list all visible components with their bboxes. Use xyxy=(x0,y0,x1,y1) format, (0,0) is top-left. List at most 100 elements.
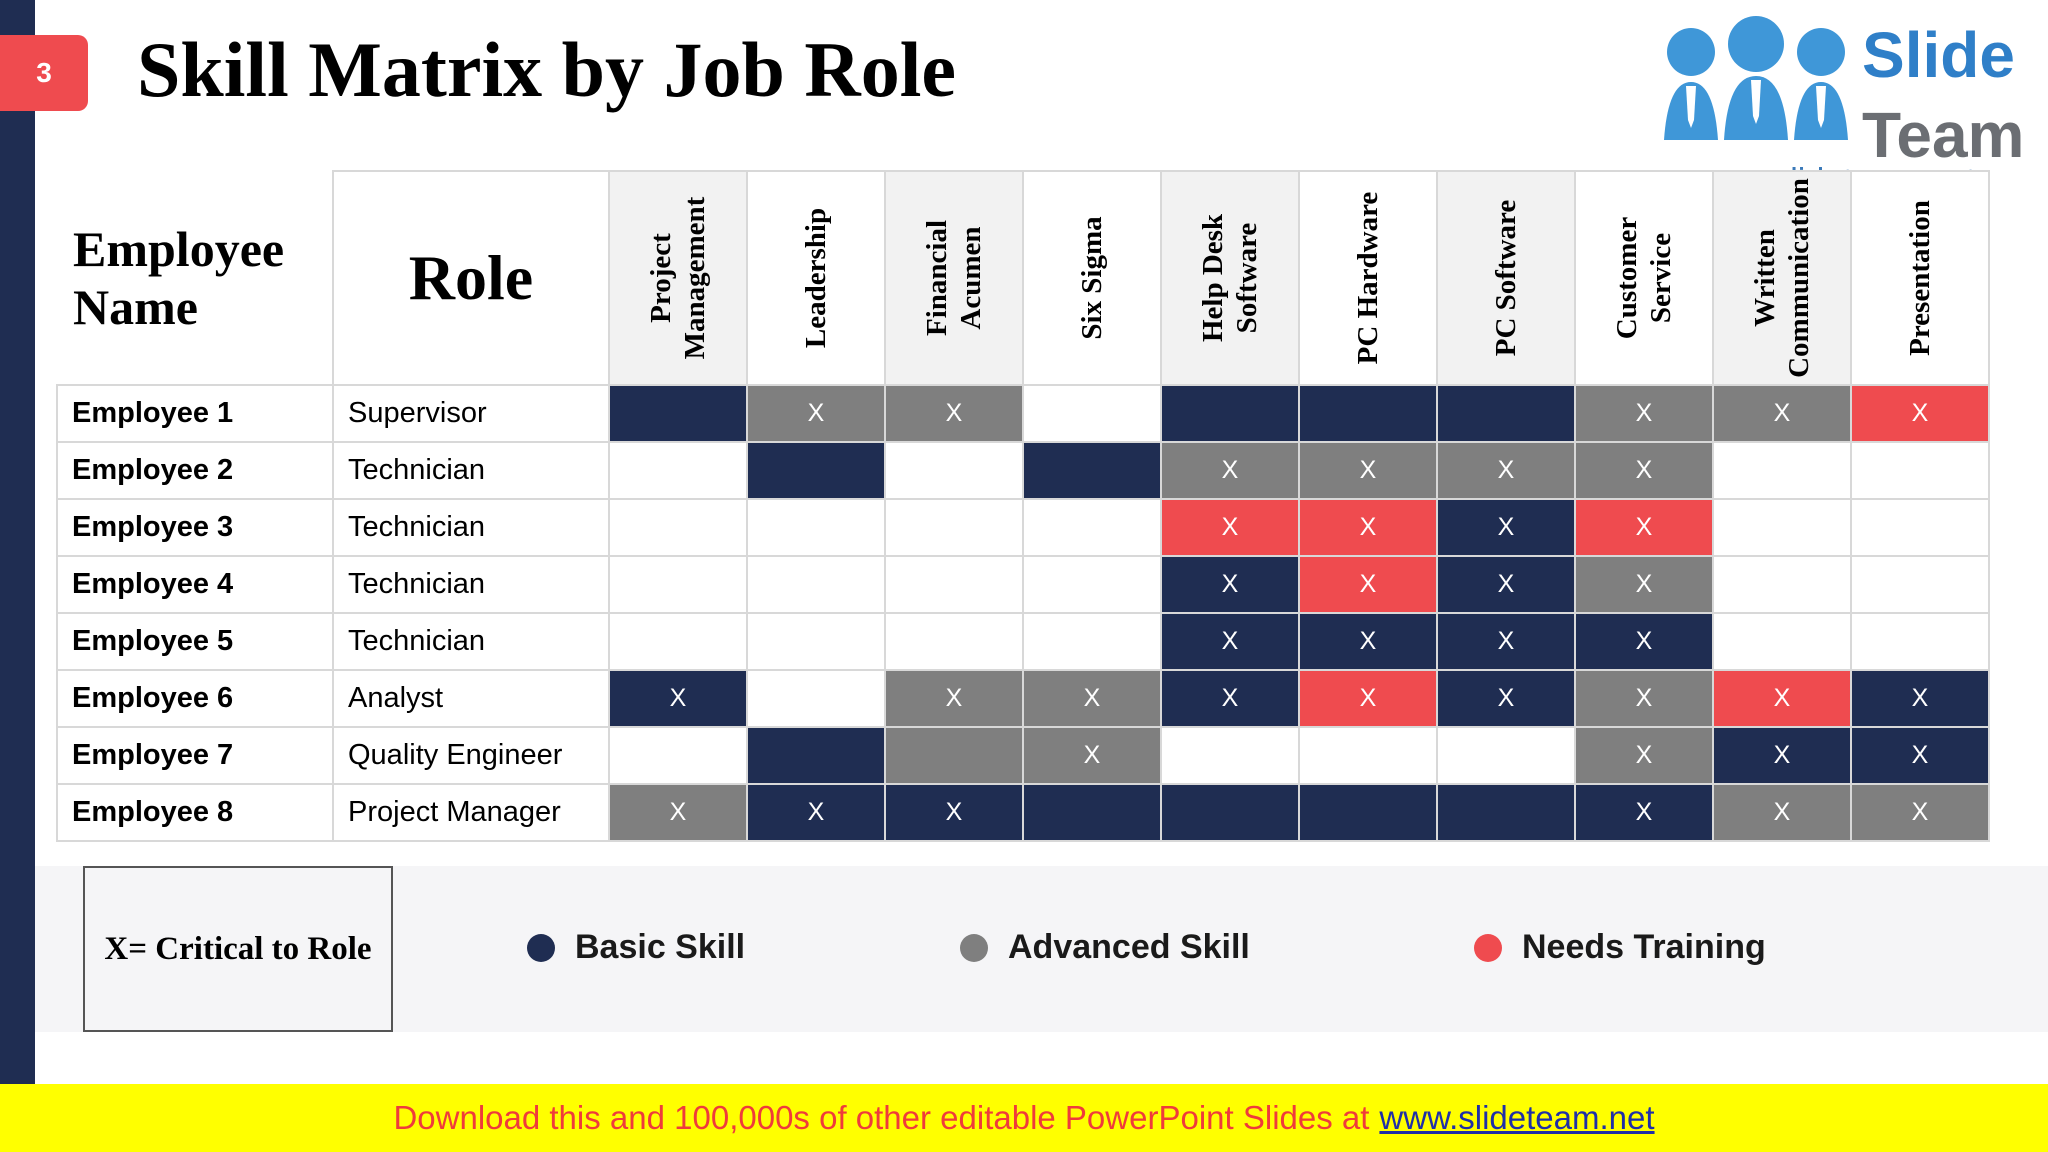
skill-cell-empty xyxy=(884,555,1024,614)
skill-cell-empty xyxy=(1022,612,1162,671)
skill-cell-advanced: X xyxy=(1574,555,1714,614)
role-cell: Analyst xyxy=(332,669,610,728)
skill-cell-empty xyxy=(608,612,748,671)
skill-cell-advanced: X xyxy=(1022,726,1162,785)
slide-number-badge: 3 xyxy=(0,35,88,111)
skill-cell-basic: X xyxy=(1436,669,1576,728)
skill-cell-advanced: X xyxy=(1712,783,1852,842)
skill-column-header: PC Software xyxy=(1436,170,1576,386)
advanced-skill-dot-icon xyxy=(960,933,988,962)
needs-training-dot-icon xyxy=(1474,933,1502,962)
skill-column-header: Customer Service xyxy=(1574,170,1714,386)
skill-cell-empty xyxy=(1022,555,1162,614)
skill-cell-needs: X xyxy=(1298,669,1438,728)
skill-cell-empty xyxy=(608,441,748,500)
table-row: Employee 6 Analyst X X X X X X X X X xyxy=(56,669,1990,728)
skill-matrix-table: Employee Name Role Project Management Lea… xyxy=(56,170,1990,842)
role-cell: Project Manager xyxy=(332,783,610,842)
role-cell: Technician xyxy=(332,612,610,671)
employee-name-cell: Employee 6 xyxy=(56,669,334,728)
skill-cell-basic xyxy=(1436,384,1576,443)
skill-cell-basic xyxy=(1160,783,1300,842)
skill-cell-basic xyxy=(1298,783,1438,842)
skill-cell-basic: X xyxy=(1160,555,1300,614)
skill-cell-basic xyxy=(608,384,748,443)
skill-cell-basic: X xyxy=(1850,726,1990,785)
skill-column-header: Presentation xyxy=(1850,170,1990,386)
table-row: Employee 1 Supervisor X X X X X xyxy=(56,384,1990,443)
skill-header-label: PC Software xyxy=(1490,199,1522,357)
skill-cell-empty xyxy=(746,669,886,728)
legend-label: Advanced Skill xyxy=(1008,928,1250,966)
skill-cell-needs: X xyxy=(1850,384,1990,443)
employee-name-cell: Employee 4 xyxy=(56,555,334,614)
skill-column-header: Six Sigma xyxy=(1022,170,1162,386)
skill-cell-basic xyxy=(1298,384,1438,443)
skill-cell-empty xyxy=(1160,726,1300,785)
skill-cell-empty xyxy=(1712,441,1852,500)
skill-column-header: Financial Acumen xyxy=(884,170,1024,386)
skill-column-header: Project Management xyxy=(608,170,748,386)
download-footer-banner: Download this and 100,000s of other edit… xyxy=(0,1084,2048,1152)
skill-cell-empty xyxy=(1022,498,1162,557)
skill-cell-needs: X xyxy=(1298,555,1438,614)
role-header: Role xyxy=(332,170,610,386)
skill-cell-advanced: X xyxy=(1436,441,1576,500)
footer-link[interactable]: www.slideteam.net xyxy=(1379,1099,1655,1136)
legend-needs-training: Needs Training xyxy=(1474,928,1766,967)
employee-name-cell: Employee 8 xyxy=(56,783,334,842)
skill-cell-empty xyxy=(884,441,1024,500)
skill-header-label: Presentation xyxy=(1904,200,1936,356)
skill-cell-basic: X xyxy=(884,783,1024,842)
skill-header-label: Six Sigma xyxy=(1076,216,1108,340)
skill-cell-basic: X xyxy=(1712,726,1852,785)
table-row: Employee 4 Technician X X X X xyxy=(56,555,1990,614)
skill-cell-needs: X xyxy=(1712,669,1852,728)
skill-cell-empty xyxy=(1850,555,1990,614)
skill-cell-basic: X xyxy=(1160,612,1300,671)
skill-cell-advanced: X xyxy=(1574,669,1714,728)
skill-cell-basic xyxy=(746,441,886,500)
employee-name-cell: Employee 3 xyxy=(56,498,334,557)
skill-cell-empty xyxy=(1298,726,1438,785)
skill-cell-basic: X xyxy=(746,783,886,842)
basic-skill-dot-icon xyxy=(527,933,555,962)
skill-cell-advanced: X xyxy=(1160,441,1300,500)
skill-cell-empty xyxy=(1712,498,1852,557)
skill-header-label: Customer Service xyxy=(1611,216,1677,340)
skill-cell-advanced xyxy=(884,726,1024,785)
skill-cell-empty xyxy=(1850,498,1990,557)
skill-cell-basic: X xyxy=(1160,669,1300,728)
role-cell: Technician xyxy=(332,498,610,557)
skill-cell-basic: X xyxy=(1298,612,1438,671)
skill-cell-advanced: X xyxy=(608,783,748,842)
skill-cell-basic: X xyxy=(1436,612,1576,671)
skill-cell-basic: X xyxy=(608,669,748,728)
skill-cell-advanced: X xyxy=(1574,726,1714,785)
skill-cell-empty xyxy=(884,498,1024,557)
legend-advanced-skill: Advanced Skill xyxy=(960,928,1250,967)
skill-cell-empty xyxy=(1436,726,1576,785)
skill-cell-empty xyxy=(746,555,886,614)
skill-cell-empty xyxy=(608,726,748,785)
skill-cell-advanced: X xyxy=(1574,384,1714,443)
skill-header-label: Written Communication xyxy=(1749,178,1815,378)
skill-cell-basic xyxy=(1022,783,1162,842)
skill-cell-needs: X xyxy=(1160,498,1300,557)
skill-cell-basic: X xyxy=(1574,612,1714,671)
skill-cell-empty xyxy=(608,555,748,614)
role-cell: Quality Engineer xyxy=(332,726,610,785)
skill-column-header: Help Desk Software xyxy=(1160,170,1300,386)
role-cell: Technician xyxy=(332,555,610,614)
skill-column-header: PC Hardware xyxy=(1298,170,1438,386)
skill-cell-basic xyxy=(1436,783,1576,842)
legend-basic-skill: Basic Skill xyxy=(527,928,745,967)
skill-cell-advanced: X xyxy=(884,384,1024,443)
skill-cell-advanced: X xyxy=(884,669,1024,728)
skill-cell-empty xyxy=(1850,612,1990,671)
skill-header-label: Leadership xyxy=(800,207,832,349)
skill-cell-empty xyxy=(1850,441,1990,500)
table-row: Employee 2 Technician X X X X xyxy=(56,441,1990,500)
skill-cell-basic: X xyxy=(1436,498,1576,557)
critical-note-box: X= Critical to Role xyxy=(83,866,393,1032)
